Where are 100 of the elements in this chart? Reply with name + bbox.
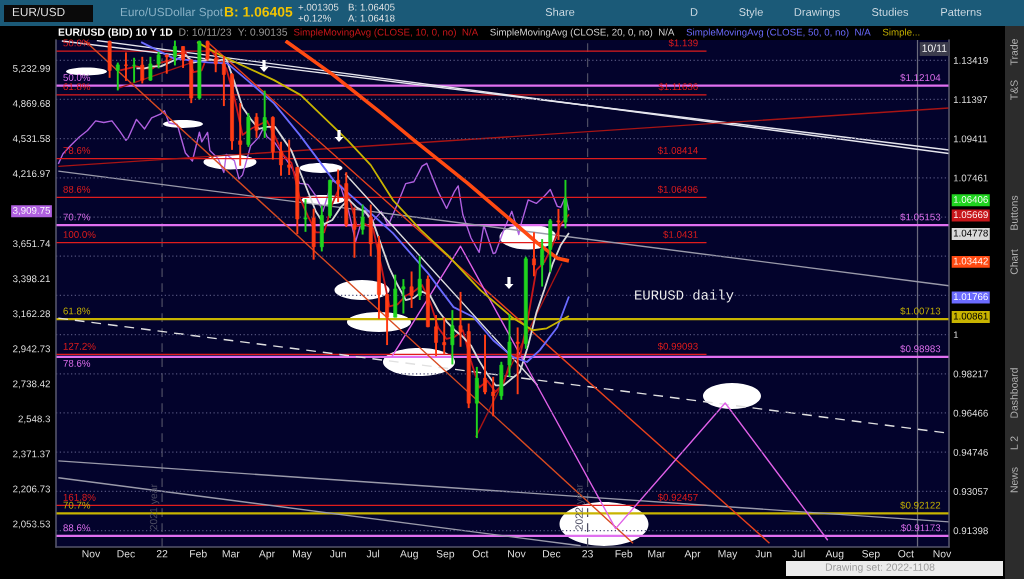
y-tick-label: 3,398.21 (12, 275, 50, 284)
chart-subtitle: Euro/USDollar Spot (120, 7, 223, 19)
text: D: 10/11/23 (179, 28, 232, 36)
x-tick-label: 23 (582, 550, 593, 558)
y-tick-label: 1.11397 (953, 96, 988, 104)
text: Y: 0.90135 (237, 28, 288, 36)
text: Drawings (794, 7, 840, 19)
text: Chart (1010, 249, 1018, 275)
y-tick-label: 2,371.37 (13, 450, 50, 459)
annotation: 61.8% (63, 307, 91, 315)
y-tick-label: 0.94746 (953, 448, 988, 456)
y-tick-label: 4,216.97 (12, 170, 50, 179)
annotation: $0.91173 (900, 523, 941, 532)
x-tick-label: Jul (792, 549, 805, 558)
text: D (690, 8, 698, 16)
text: SimpleMovingAvg (CLOSE, 20, 0, no) N/A (490, 28, 675, 38)
x-tick-label: Nov (933, 550, 952, 558)
text: Style (739, 7, 763, 19)
ref-line-label: 2022 year (575, 484, 585, 530)
x-tick-label: Apr (684, 550, 701, 560)
y-tick-label: 0.93057 (953, 488, 988, 495)
text: B: 1.06405 (224, 6, 293, 17)
annotation: 161.8% (63, 493, 96, 501)
annotation: $0.99093 (657, 342, 698, 351)
text: Simple... (882, 28, 920, 38)
x-tick-label: May (718, 550, 738, 560)
annotation: $1.05153 (900, 213, 941, 222)
ref-line-label: 10/11 (922, 44, 947, 52)
y-tick-label: 2,206.73 (13, 485, 51, 494)
text: Drawing set: 2022-1108 (825, 563, 935, 573)
x-tick-label: Feb (190, 549, 207, 558)
text: SimpleMovingAvg (CLOSE, 10, 0, no) N/A (293, 28, 479, 38)
x-tick-label: Apr (258, 550, 275, 560)
text: Buttons (1010, 195, 1018, 230)
annotation: 50.0% (63, 74, 91, 81)
x-tick-label: Sep (862, 550, 880, 560)
y-tick-label: 2,548.3 (18, 415, 51, 424)
x-tick-label: Dec (117, 550, 135, 558)
text: Share (545, 7, 575, 16)
y-tick-label: 3,162.28 (12, 310, 51, 319)
text: Patterns (941, 8, 982, 16)
x-tick-label: Mar (648, 550, 666, 558)
y-tick-label: 1.03442 (953, 257, 988, 265)
y-tick-label: 1 (953, 331, 959, 339)
annotation: $1.06496 (657, 185, 698, 194)
y-tick-label: 2,053.53 (13, 520, 51, 529)
annotation: 78.6% (63, 359, 91, 367)
y-tick-label: 1.00861 (953, 312, 988, 320)
text: L 2 (1010, 436, 1018, 450)
text: Studies (871, 7, 909, 16)
x-tick-label: Feb (615, 549, 633, 558)
y-tick-label: 3,909.75 (12, 206, 51, 216)
x-tick-label: Jul (366, 549, 380, 558)
text: EUR/USD (12, 7, 65, 17)
annotation: 88.6% (63, 524, 91, 532)
x-tick-label: Aug (825, 550, 844, 560)
text: T&S (1010, 80, 1018, 100)
text: +.001305 (298, 3, 339, 11)
y-tick-label: 2,942.73 (13, 345, 51, 354)
y-tick-label: 1.05669 (953, 211, 988, 219)
y-tick-label: 1.01766 (953, 293, 988, 301)
y-tick-label: 4,869.68 (12, 100, 51, 109)
annotation: $0.92122 (900, 501, 941, 510)
x-tick-label: Dec (543, 550, 561, 558)
annotation: $1.0431 (663, 230, 698, 239)
annotation: 70.7% (63, 213, 91, 221)
text: Dashboard (1010, 368, 1018, 418)
annotation: 61.8% (63, 83, 91, 91)
annotation: 100.0% (63, 231, 96, 238)
y-tick-label: 1.09411 (953, 135, 988, 143)
chart-title: EUR/USD (BID) 10 Y 1D (58, 28, 173, 38)
annotation: $0.98983 (900, 344, 941, 353)
annotation: $0.92457 (657, 493, 698, 502)
x-tick-label: 22 (156, 550, 168, 558)
y-tick-label: 1.04778 (953, 229, 988, 237)
y-tick-label: 0.91398 (953, 527, 988, 535)
x-tick-label: Oct (472, 550, 489, 558)
text: SimpleMovingAvg (CLOSE, 50, 0, no) N/A (686, 28, 871, 38)
x-tick-label: Aug (399, 550, 418, 560)
y-tick-label: 1.07461 (953, 174, 988, 182)
y-tick-label: 0.96466 (953, 409, 988, 417)
y-tick-label: 4,531.58 (12, 135, 51, 144)
x-tick-label: Nov (82, 550, 101, 558)
text: Trade (1010, 39, 1018, 66)
y-tick-label: 1.06406 (953, 196, 988, 203)
annotation: $1.00713 (900, 307, 941, 315)
annotation: $1.08414 (657, 146, 698, 155)
x-tick-label: Nov (508, 550, 526, 558)
text: B: 1.06405 (348, 3, 395, 11)
y-tick-label: 3,651.74 (12, 240, 51, 249)
text: +0.12% (298, 14, 331, 22)
annotation: 127.2% (63, 342, 96, 350)
x-tick-label: Jun (755, 550, 772, 558)
text: News (1010, 467, 1018, 493)
x-tick-label: May (293, 550, 312, 560)
y-tick-label: 1.13419 (953, 57, 988, 64)
annotation: EURUSD daily (635, 289, 734, 303)
x-tick-label: Oct (898, 550, 914, 558)
annotation: $1.12104 (900, 73, 941, 82)
annotation: $1.139 (668, 39, 698, 47)
